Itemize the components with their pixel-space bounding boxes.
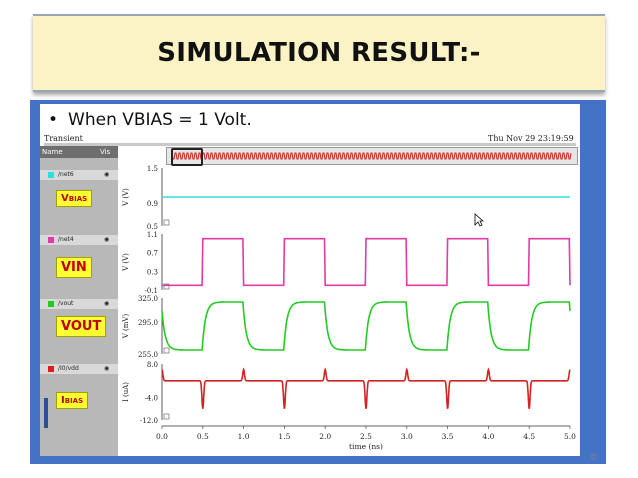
x-tick-label: 4.5 <box>523 432 535 441</box>
trace-vout <box>161 301 571 351</box>
label-main: I <box>61 395 65 406</box>
y-tick-label: 0.7 <box>147 250 158 258</box>
label-ibias: IBIAS <box>56 392 89 409</box>
trace-net4 <box>162 237 571 287</box>
y-tick-label: -4.0 <box>145 395 159 403</box>
trace-marker-icon <box>163 219 170 226</box>
label-vin: VIN <box>56 257 92 278</box>
overview-waveform <box>171 152 572 160</box>
signal-panel-header: Name Vis <box>40 146 118 158</box>
bullet-icon: • <box>48 110 59 130</box>
label-main: VIN <box>61 260 87 275</box>
x-tick-label: 2.0 <box>319 432 331 441</box>
trace-marker-icon <box>163 283 170 290</box>
x-tick-label: 5.0 <box>564 432 576 441</box>
signal-name: /I0/vdd <box>58 365 79 372</box>
y-tick-label: 1.1 <box>147 231 158 239</box>
signal-row-net4[interactable]: /net4 ◉ <box>40 235 118 245</box>
y-axis-label: V (mV) <box>122 314 130 340</box>
y-tick-label: 0.5 <box>147 223 158 231</box>
y-tick-label: 0.9 <box>147 200 158 208</box>
y-tick-label: 8.0 <box>147 361 158 369</box>
slide-title: SIMULATION RESULT:- <box>157 38 481 68</box>
x-tick-label: 4.0 <box>482 432 494 441</box>
label-main: VOUT <box>61 319 102 334</box>
header-name: Name <box>42 148 63 156</box>
header-vis: Vis <box>100 148 111 156</box>
scroll-handle[interactable] <box>171 148 203 166</box>
x-tick-label: 0.0 <box>156 432 168 441</box>
x-tick-label: 2.5 <box>360 432 372 441</box>
visibility-icon[interactable]: ◉ <box>104 171 110 178</box>
y-tick-label: -0.1 <box>145 287 159 295</box>
signal-name: /net4 <box>58 236 74 243</box>
label-sub: BIAS <box>68 195 88 203</box>
trace-marker-icon <box>163 347 170 354</box>
label-vout: VOUT <box>56 316 107 337</box>
label-sub: BIAS <box>64 397 84 405</box>
y-tick-label: 325.0 <box>138 295 158 303</box>
x-axis-label: time (ns) <box>349 442 383 451</box>
bullet-text: When VBIAS = 1 Volt. <box>68 110 252 130</box>
bullet-point: • When VBIAS = 1 Volt. <box>48 110 252 130</box>
window-title: Transient <box>44 134 83 143</box>
signal-row-vout[interactable]: /vout ◉ <box>40 299 118 309</box>
y-axis-label: I (uA) <box>122 382 130 402</box>
x-tick-label: 1.5 <box>278 432 290 441</box>
visibility-icon[interactable]: ◉ <box>104 365 110 372</box>
x-tick-label: 1.0 <box>238 432 250 441</box>
signal-row-net6[interactable]: /net6 ◉ <box>40 170 118 180</box>
waveform-plot: 1.5 0.9 0.5 V (V) 1.1 0.7 0.3 -0.1 V (V) 325.0 295… <box>122 165 576 451</box>
y-tick-label: 295.0 <box>138 319 158 327</box>
slide-number: © <box>590 452 597 462</box>
timestamp: Thu Nov 29 23:19:59 <box>488 134 574 143</box>
slide-title-bar: SIMULATION RESULT:- <box>33 14 605 92</box>
toolbar-strip <box>44 143 576 146</box>
visibility-icon[interactable]: ◉ <box>104 236 110 243</box>
signal-name: /net6 <box>58 171 74 178</box>
visibility-icon[interactable]: ◉ <box>104 300 110 307</box>
y-axis-label: V (V) <box>122 253 130 272</box>
selection-bar <box>44 398 48 428</box>
color-swatch <box>48 301 54 307</box>
y-axis-label: V (V) <box>122 188 130 207</box>
y-tick-label: 0.3 <box>147 268 158 276</box>
trace-I0vdd <box>161 367 571 409</box>
y-tick-label: 1.5 <box>147 165 158 173</box>
y-tick-label: -12.0 <box>140 417 158 425</box>
overview-scrollbar[interactable] <box>166 147 578 166</box>
mouse-cursor-icon <box>474 213 484 227</box>
signal-row-ivdd[interactable]: /I0/vdd ◉ <box>40 364 118 374</box>
label-vbias: VBIAS <box>56 190 93 207</box>
x-tick-label: 3.5 <box>442 432 454 441</box>
color-swatch <box>48 172 54 178</box>
y-tick-label: 255.0 <box>138 351 158 359</box>
color-swatch <box>48 366 54 372</box>
signal-name: /vout <box>58 300 74 307</box>
color-swatch <box>48 237 54 243</box>
x-tick-label: 0.5 <box>197 432 209 441</box>
x-tick-label: 3.0 <box>401 432 413 441</box>
label-main: V <box>61 193 69 204</box>
trace-marker-icon <box>163 413 170 420</box>
